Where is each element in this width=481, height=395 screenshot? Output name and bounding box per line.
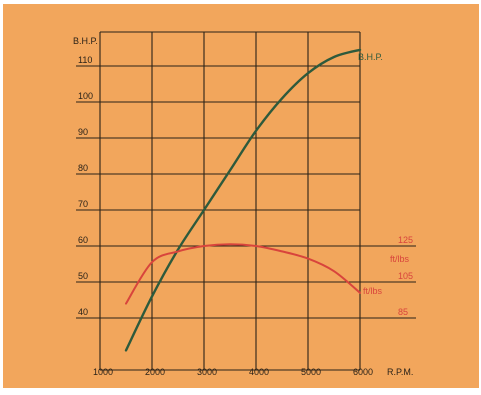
y-tick-label: 50 (78, 271, 88, 281)
paper-background (3, 4, 479, 388)
y-tick-label: 90 (78, 127, 88, 137)
x-tick-label: 5000 (301, 367, 321, 377)
y2-tick-labels: 85 105 125 (360, 235, 416, 319)
y-tick-label: 70 (78, 199, 88, 209)
y2-axis-label: ft/lbs (390, 254, 410, 264)
y-tick-label: 80 (78, 163, 88, 173)
x-tick-label: 1000 (93, 367, 113, 377)
y-tick-label: 60 (78, 235, 88, 245)
x-tick-label: 3000 (197, 367, 217, 377)
y-tick-label: 110 (78, 55, 92, 65)
series (124, 48, 362, 352)
y2-tick-label: 105 (398, 271, 413, 281)
x-axis-label: R.P.M. (387, 367, 413, 377)
grid (99, 31, 361, 371)
y2-tick-label: 125 (398, 235, 413, 245)
y-axis-label: B.H.P. (73, 36, 98, 46)
x-tick-label: 2000 (145, 367, 165, 377)
x-tick-labels: 1000 2000 3000 4000 5000 6000 (93, 367, 373, 377)
y2-tick-label: 85 (398, 307, 408, 317)
x-tick-label: 6000 (353, 367, 373, 377)
y-tick-labels: 40 50 60 70 80 90 100 110 (76, 55, 100, 319)
y-tick-label: 100 (78, 91, 93, 101)
x-tick-label: 4000 (249, 367, 269, 377)
y-tick-label: 40 (78, 307, 88, 317)
power-series-label: B.H.P. (358, 52, 383, 62)
y2-inline-label: ft/lbs (363, 286, 383, 296)
power-curve (124, 48, 362, 352)
torque-curve (125, 243, 361, 305)
